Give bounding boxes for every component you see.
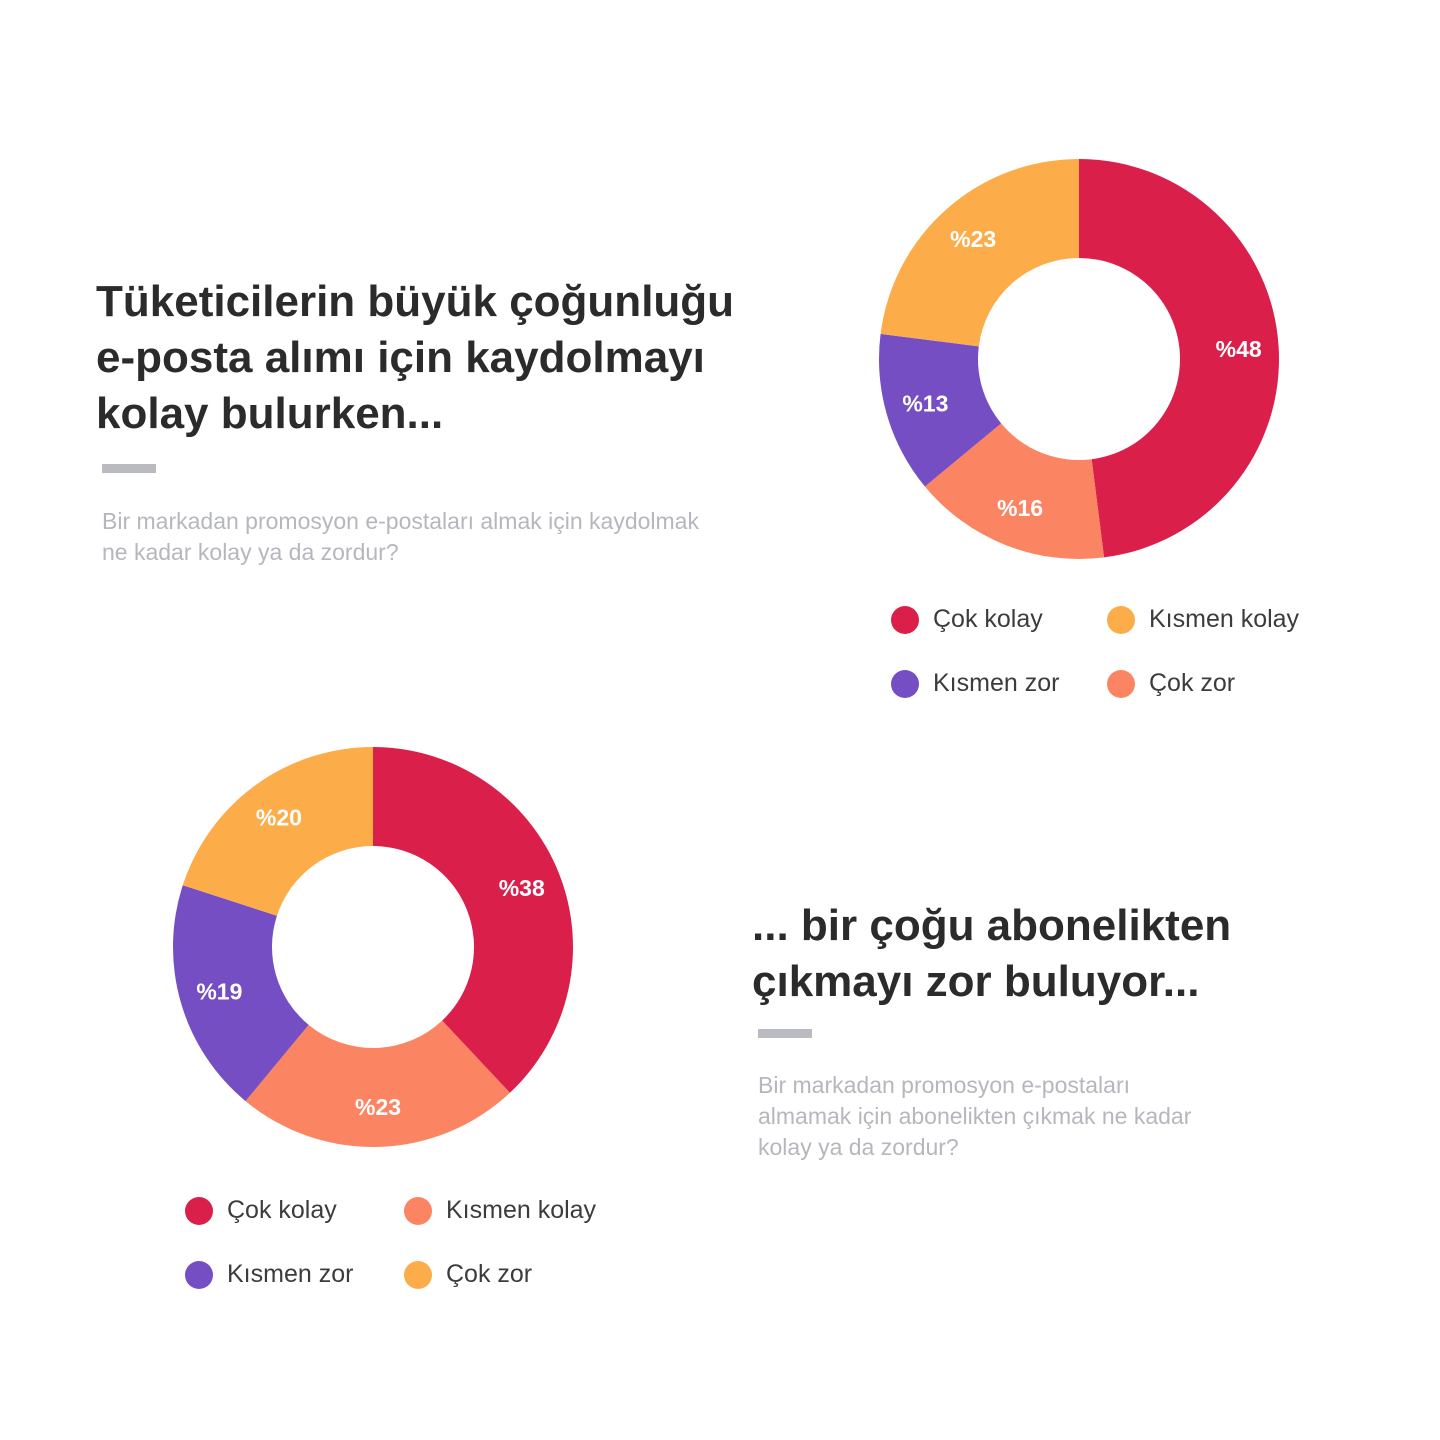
legend-swatch-icon — [1107, 669, 1135, 698]
donut-slice-label: %16 — [997, 495, 1043, 521]
divider-signup — [102, 464, 156, 473]
donut-slice-label: %23 — [355, 1094, 401, 1120]
legend-item-kismen-kolay: Kısmen kolay — [404, 1196, 596, 1225]
legend-swatch-icon — [185, 1196, 213, 1225]
legend-item-cok-zor: Çok zor — [404, 1260, 532, 1289]
donut-slice-0 — [1079, 159, 1279, 558]
legend-swatch-icon — [891, 605, 919, 634]
legend-swatch-icon — [185, 1260, 213, 1289]
legend-label: Çok zor — [446, 1260, 533, 1288]
legend-item-cok-zor: Çok zor — [1107, 669, 1235, 698]
legend-label: Kısmen kolay — [446, 1196, 597, 1224]
donut-chart-unsubscribe: %38 %23 %19 %20 — [172, 747, 573, 1147]
heading-signup: Tüketicilerin büyük çoğunluğu e-posta al… — [96, 277, 735, 438]
legend-item-kismen-zor: Kısmen zor — [185, 1260, 353, 1289]
donut-slice-label: %19 — [196, 979, 242, 1005]
donut-slice-0 — [373, 747, 573, 1093]
question-unsubscribe: Bir markadan promosyon e-postaları almam… — [758, 1072, 1192, 1160]
legend-item-cok-kolay: Çok kolay — [185, 1196, 337, 1225]
question-signup: Bir markadan promosyon e-postaları almak… — [102, 508, 699, 565]
legend-label: Kısmen zor — [227, 1260, 354, 1288]
donut-slice-label: %23 — [950, 226, 996, 252]
donut-slice-2 — [879, 333, 1002, 487]
heading-unsubscribe: ... bir çoğu abonelikten çıkmayı zor bul… — [752, 901, 1232, 1006]
legend-label: Çok kolay — [933, 605, 1043, 633]
legend-item-kismen-kolay: Kısmen kolay — [1107, 605, 1299, 634]
donut-slice-label: %20 — [256, 805, 302, 831]
donut-slice-3 — [182, 747, 373, 916]
donut-slice-label: %48 — [1216, 336, 1262, 362]
legend-swatch-icon — [1107, 605, 1135, 634]
donut-slice-2 — [172, 885, 309, 1102]
legend-swatch-icon — [891, 669, 919, 698]
legend-swatch-icon — [404, 1196, 432, 1225]
legend-label: Çok kolay — [227, 1196, 337, 1224]
legend-label: Kısmen kolay — [1149, 605, 1300, 633]
legend-label: Çok zor — [1149, 669, 1236, 697]
donut-slice-1 — [924, 423, 1105, 559]
donut-slice-label: %13 — [902, 391, 948, 417]
donut-slice-label: %38 — [499, 875, 545, 901]
legend-label: Kısmen zor — [933, 669, 1060, 697]
legend-item-cok-kolay: Çok kolay — [891, 605, 1043, 634]
donut-slice-1 — [245, 1020, 510, 1147]
divider-unsubscribe — [758, 1029, 812, 1038]
legend-item-kismen-zor: Kısmen zor — [891, 669, 1059, 698]
donut-slice-3 — [880, 159, 1079, 347]
donut-chart-signup: %48 %16 %13 %23 — [879, 159, 1279, 559]
legend-swatch-icon — [404, 1260, 432, 1289]
